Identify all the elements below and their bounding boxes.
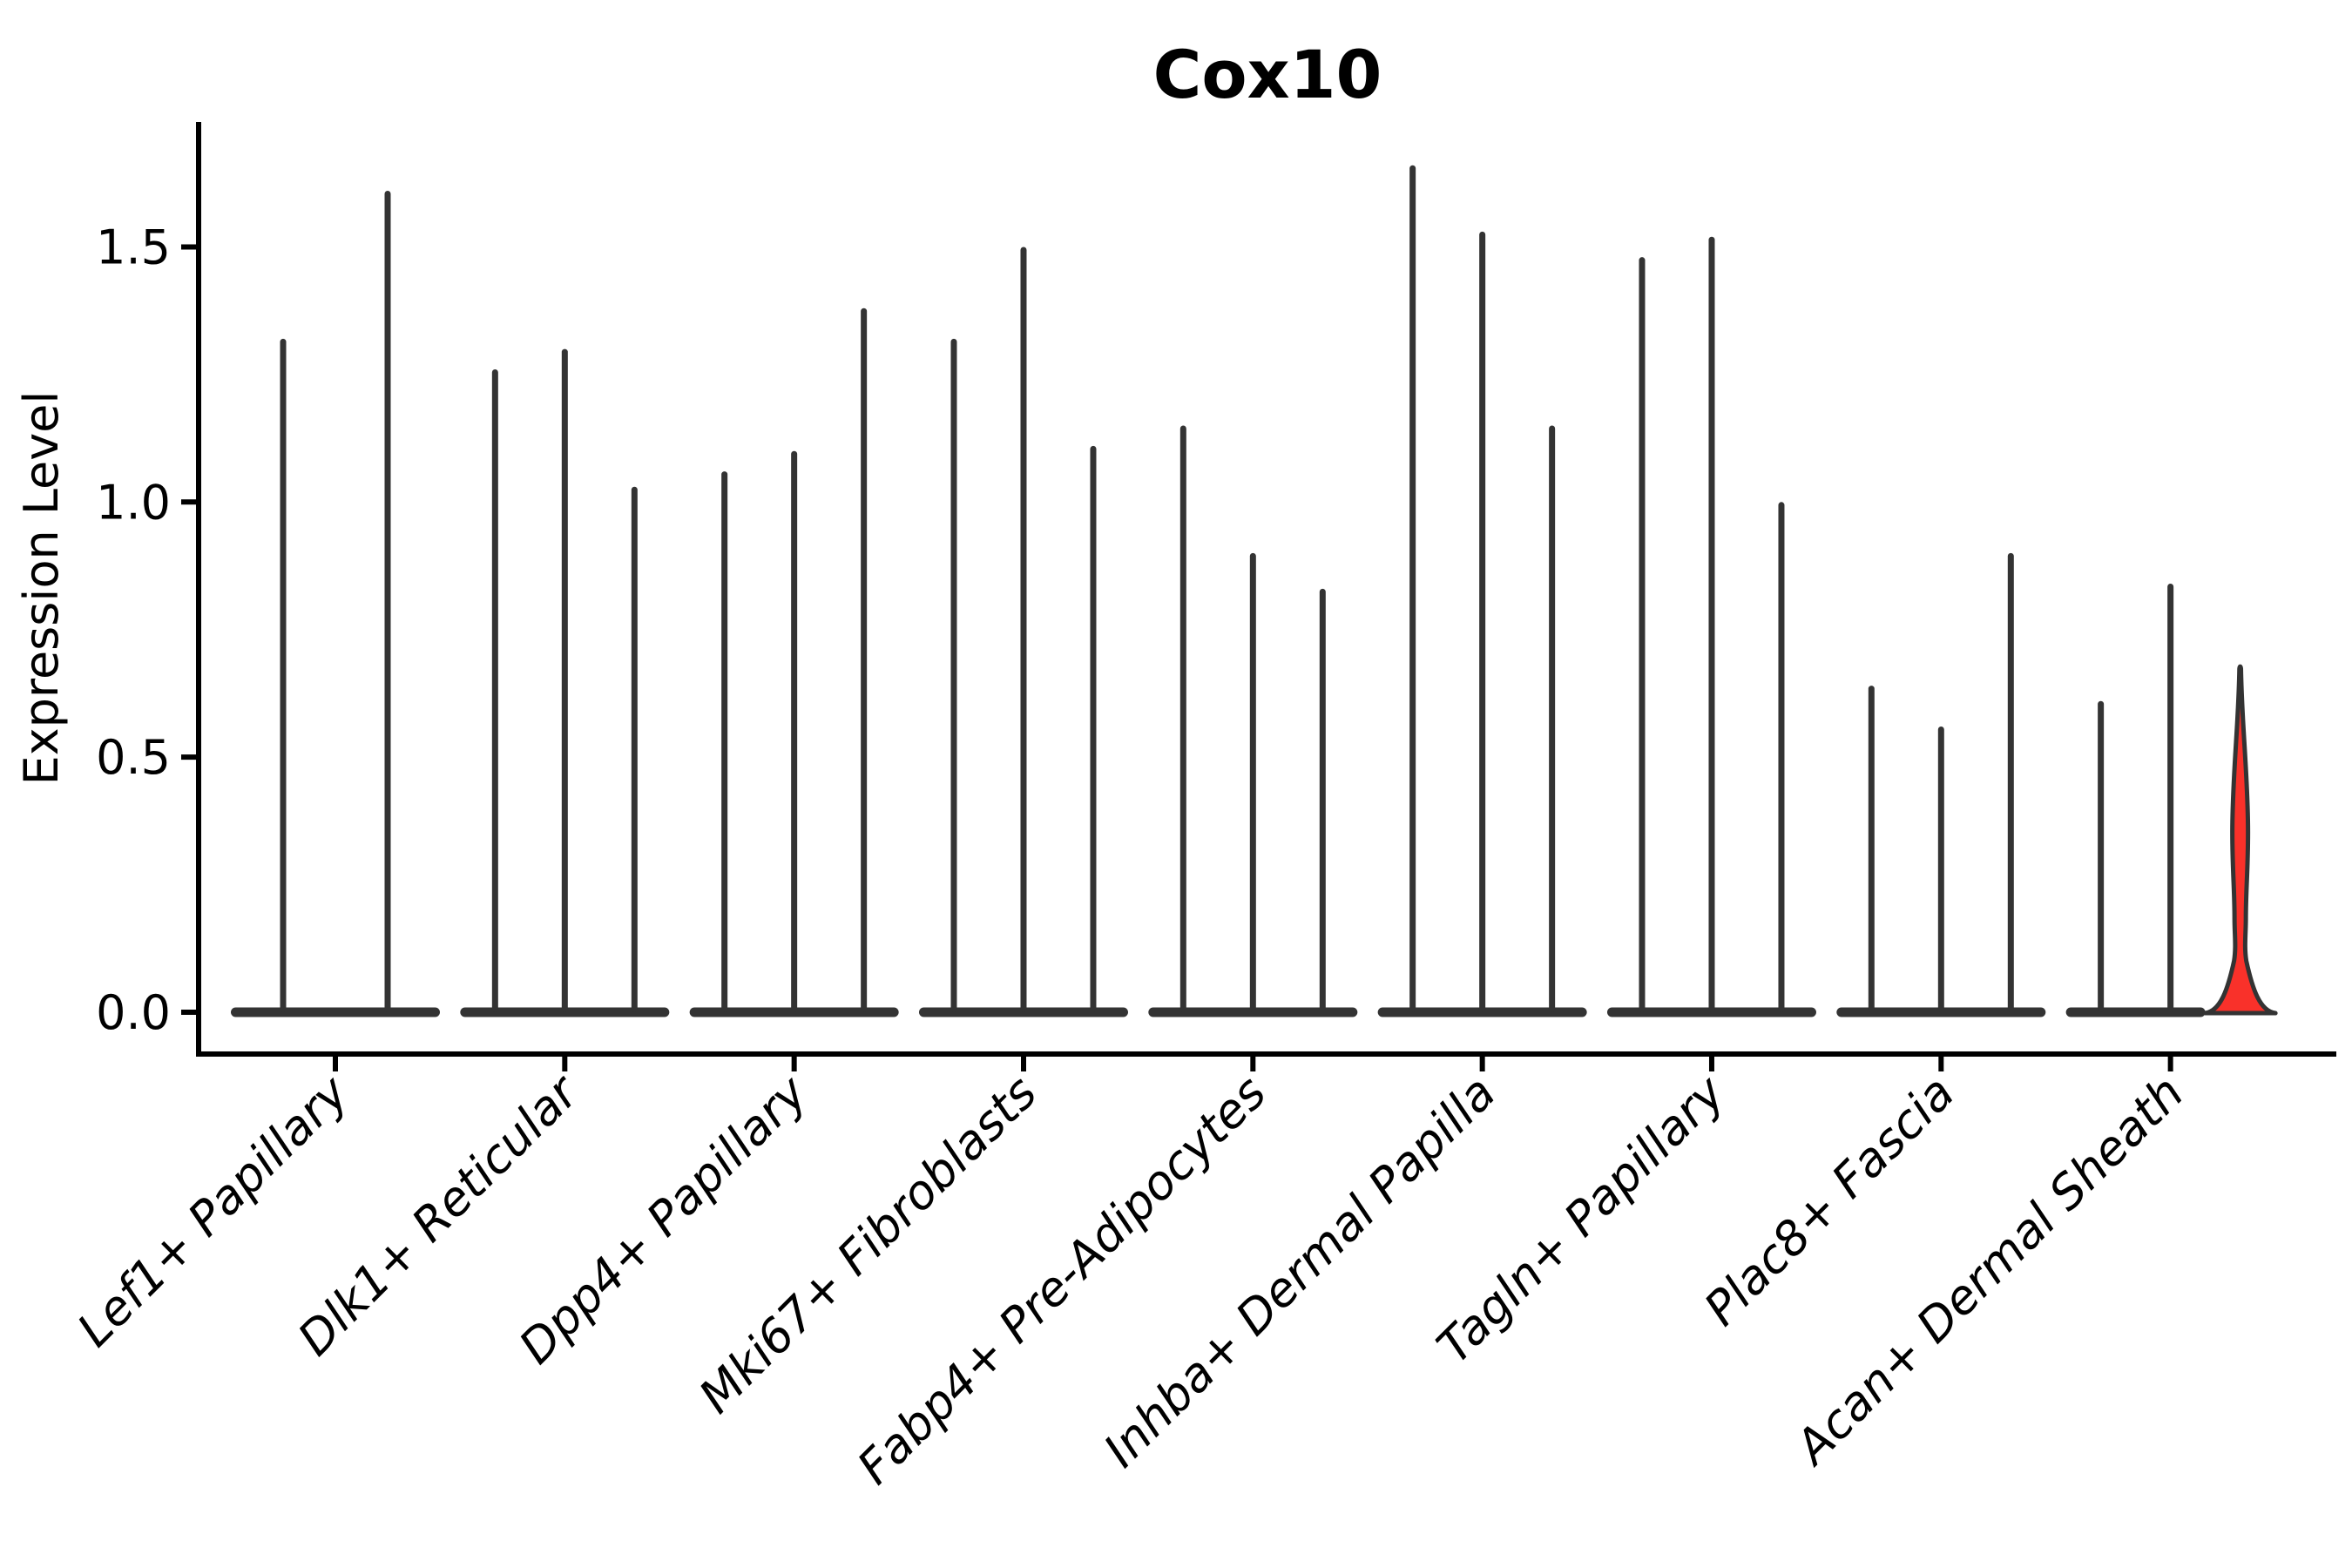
violin-spike: [491, 369, 498, 1012]
violin-spike: [631, 486, 638, 1012]
violin-spike: [1409, 165, 1416, 1012]
violin-spike: [1937, 727, 1944, 1012]
violin-spike: [1319, 588, 1326, 1012]
violin-group: [231, 191, 440, 1017]
violin-spike: [1868, 686, 1875, 1012]
violin-spike: [561, 348, 568, 1013]
violin-base: [231, 1007, 440, 1017]
violin-spike: [721, 471, 728, 1012]
violin-spike: [861, 308, 868, 1012]
violin-group: [1148, 425, 1358, 1017]
violin-group: [1836, 552, 2046, 1017]
y-tick-label: 0.0: [96, 985, 171, 1040]
violin-group: [918, 247, 1128, 1017]
chart-title: Cox10: [1153, 36, 1382, 113]
violin-spike: [2098, 700, 2105, 1012]
x-tick-label: Inhba+ Dermal Papilla: [1093, 1065, 1506, 1478]
violin-spike: [1778, 502, 1785, 1012]
violin-spike: [1708, 236, 1715, 1013]
y-axis-ticks: 0.0 0.5 1.0 1.5: [96, 220, 199, 1040]
y-tick-label: 1.5: [96, 220, 171, 274]
violin-group: [2065, 584, 2278, 1017]
violin-group: [1606, 236, 1816, 1017]
violin-base: [689, 1007, 899, 1017]
violin-spike: [2167, 584, 2174, 1012]
violin-spike: [1479, 231, 1486, 1012]
violin-spike: [1179, 425, 1186, 1012]
violin-spike: [1639, 257, 1646, 1012]
violin-group: [689, 308, 899, 1017]
y-axis-label: Expression Level: [14, 391, 69, 786]
violin-spike: [384, 191, 391, 1012]
x-tick-label: Fabp4+ Pre-Adipocytes: [847, 1065, 1276, 1495]
violin-spike: [1249, 552, 1256, 1012]
violin-spike: [1090, 445, 1097, 1012]
violin-spike: [280, 338, 287, 1013]
violin-base: [2065, 1007, 2206, 1017]
violin-series: [231, 165, 2278, 1017]
axes: [196, 122, 2336, 1057]
violin-spike: [791, 450, 798, 1012]
violin-spike: [1020, 247, 1027, 1012]
x-tick-label: Acan+ Dermal Sheath: [1783, 1065, 2194, 1477]
y-tick-label: 1.0: [96, 475, 171, 530]
violin-spike: [2007, 552, 2014, 1012]
violin-spike: [950, 338, 957, 1013]
y-tick-label: 0.5: [96, 730, 171, 785]
violin-group: [1377, 165, 1587, 1017]
violin-spike: [1549, 425, 1556, 1012]
violin-highlighted: [2202, 664, 2278, 1016]
violin-group: [460, 348, 670, 1017]
